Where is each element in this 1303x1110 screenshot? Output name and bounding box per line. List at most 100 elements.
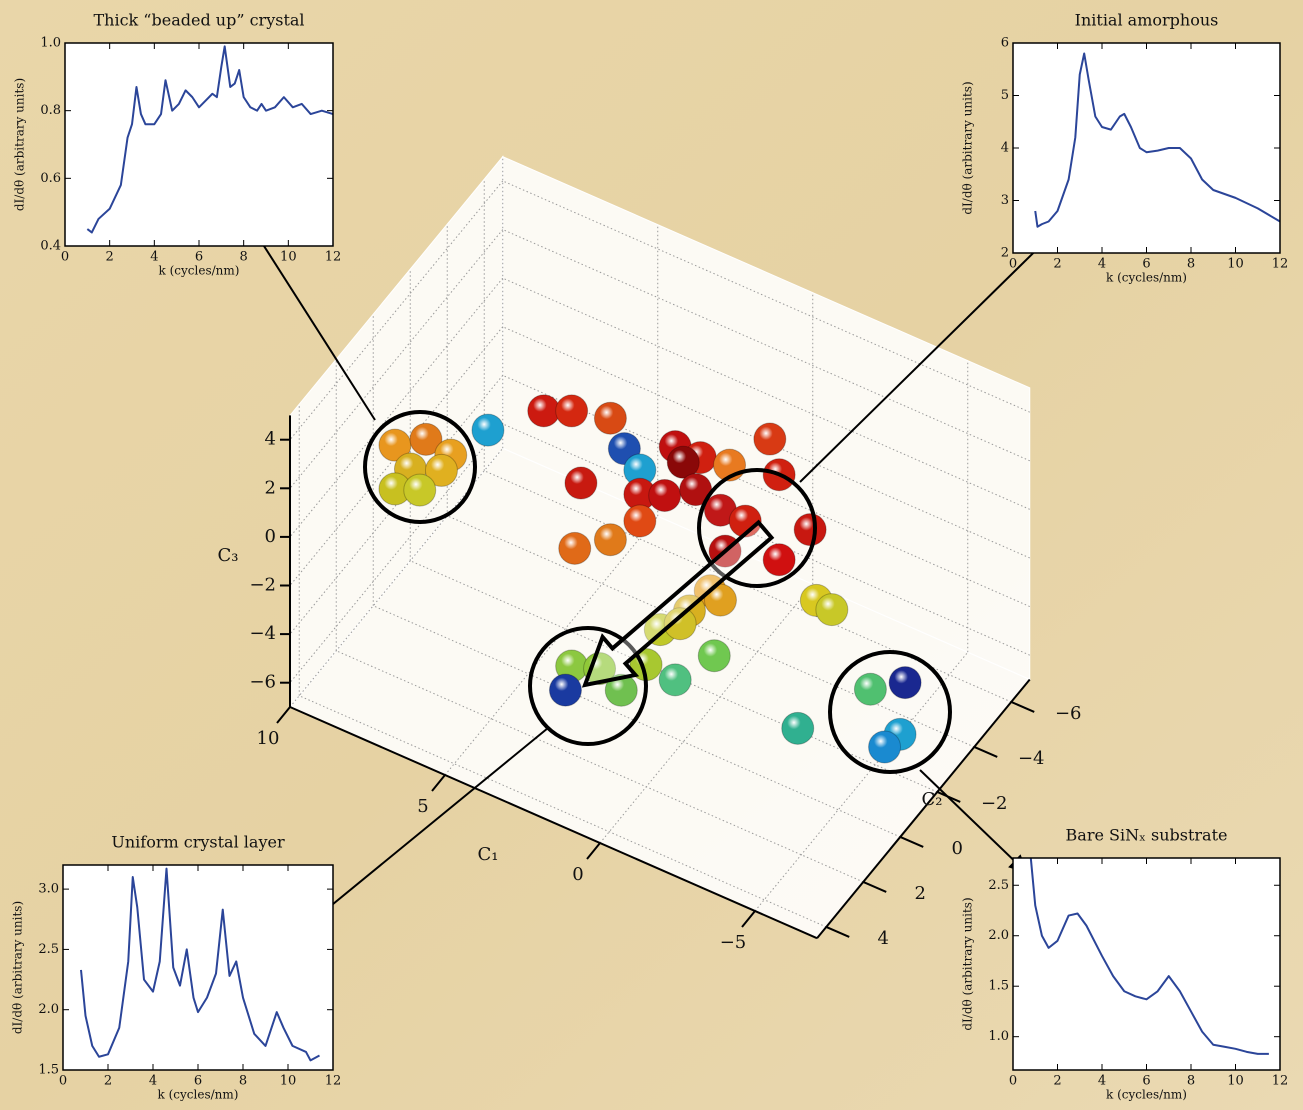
x-tick-label: 5	[417, 796, 428, 817]
tick	[899, 836, 924, 848]
y-tick-label: 0.6	[40, 171, 61, 186]
sphere	[548, 673, 582, 707]
plot-frame	[62, 864, 334, 1071]
y-axis-label: dI/dθ (arbitrary units)	[11, 901, 25, 1034]
inset-chart: Thick “beaded up” crystal 0 2 4 6 8 10 12 0.4 0.6…	[13, 11, 342, 278]
y-tick-label: 2.5	[988, 878, 1009, 893]
sphere	[623, 504, 657, 538]
x-tick-label: 6	[1142, 1074, 1150, 1089]
sphere	[666, 445, 700, 479]
callout-arrow	[919, 769, 1028, 874]
plot-area	[1013, 43, 1280, 253]
y-axis-label: C₂	[922, 789, 943, 810]
y-tick-label: 1.0	[988, 1029, 1009, 1044]
x-tick-label: 2	[106, 250, 114, 265]
transition-arrow	[581, 519, 775, 688]
y-tick-label: 2	[1001, 246, 1009, 261]
cluster-ring	[697, 468, 817, 588]
sphere	[555, 394, 589, 428]
x-tick-label: 10	[1227, 257, 1244, 272]
sphere	[663, 607, 697, 641]
plot-area	[1013, 858, 1280, 1070]
z-tick-label: 2	[265, 477, 276, 498]
y-axis-label: dI/dθ (arbitrary units)	[13, 78, 27, 211]
data-line	[1029, 857, 1269, 1055]
tick	[431, 774, 446, 792]
x-tick-label: 0	[572, 864, 583, 885]
x-tick-label: 0	[59, 1074, 67, 1089]
y-tick-label: 0.4	[40, 239, 61, 254]
z-tick-label: −4	[249, 623, 276, 644]
x-tick-label: 10	[280, 1074, 297, 1089]
chart-title: Bare SiNₓ substrate	[1066, 826, 1228, 845]
x-tick-label: 12	[325, 1074, 342, 1089]
sphere	[409, 422, 443, 456]
plot-frame	[64, 42, 334, 247]
x-tick-label: 8	[1187, 1074, 1195, 1089]
tick	[862, 881, 887, 893]
sphere	[888, 666, 922, 700]
data-line	[1034, 52, 1281, 228]
z-tick-label: −2	[249, 575, 276, 596]
y-tick-label: 4	[878, 928, 889, 949]
x-tick-label: 10	[257, 728, 280, 749]
y-tick-label: 2.5	[38, 942, 59, 957]
y-tick-label: 1.5	[38, 1063, 59, 1078]
y-tick-label: 0.8	[40, 103, 61, 118]
y-axis-label: dI/dθ (arbitrary units)	[961, 897, 975, 1030]
y-tick-label: 2.0	[988, 928, 1009, 943]
axis-line	[816, 678, 1031, 939]
chart-title: Uniform crystal layer	[111, 833, 285, 852]
annotations	[233, 197, 1078, 938]
y-tick-label: 5	[1001, 88, 1009, 103]
sphere	[527, 394, 561, 428]
y-tick-label: −2	[981, 793, 1008, 814]
y-tick-label: 0	[952, 838, 963, 859]
sphere	[753, 422, 787, 456]
tick	[973, 746, 998, 758]
x-axis-label: k (cycles/nm)	[1106, 271, 1187, 285]
x-tick-label: 12	[1272, 257, 1289, 272]
sphere	[378, 428, 412, 462]
sphere	[403, 473, 437, 507]
plot-area	[63, 865, 333, 1070]
x-tick-label: 2	[104, 1074, 112, 1089]
x-tick-label: 0	[1009, 1074, 1017, 1089]
plot-frame	[1012, 42, 1281, 254]
sphere	[793, 513, 827, 547]
tick	[825, 926, 850, 938]
x-tick-label: 2	[1053, 1074, 1061, 1089]
tick	[276, 706, 291, 724]
sphere	[471, 413, 505, 447]
z-tick-label: 0	[265, 526, 276, 547]
z-tick-label: 4	[265, 429, 276, 450]
sphere	[762, 543, 796, 577]
sphere	[697, 639, 731, 673]
sphere	[583, 652, 617, 686]
y-tick-label: −4	[1018, 748, 1045, 769]
x-tick-label: 8	[240, 250, 248, 265]
x-tick-label: 6	[194, 1074, 202, 1089]
sphere	[853, 672, 887, 706]
cluster-ring	[363, 410, 477, 524]
x-tick-label: 4	[150, 250, 158, 265]
sphere	[564, 466, 598, 500]
callout-arrow	[799, 209, 1078, 483]
x-tick-label: −5	[720, 932, 747, 953]
plot-area	[65, 43, 333, 246]
sphere	[815, 593, 849, 627]
y-tick-label: 1.5	[988, 979, 1009, 994]
x-axis-label: k (cycles/nm)	[159, 264, 240, 278]
y-tick-label: 4	[1001, 141, 1009, 156]
data-line	[86, 45, 334, 234]
sphere	[648, 478, 682, 512]
x-tick-label: 12	[325, 250, 342, 265]
y-tick-label: −6	[1055, 703, 1082, 724]
cluster-ring	[828, 650, 952, 774]
tick	[586, 842, 601, 860]
x-tick-label: 2	[1053, 257, 1061, 272]
inset-chart: Bare SiNₓ substrate 0 2 4 6 8 10 12 1.0 1.5 2.0 2.5…	[961, 826, 1289, 1102]
x-tick-label: 10	[280, 250, 297, 265]
y-tick-label: 2	[915, 883, 926, 904]
